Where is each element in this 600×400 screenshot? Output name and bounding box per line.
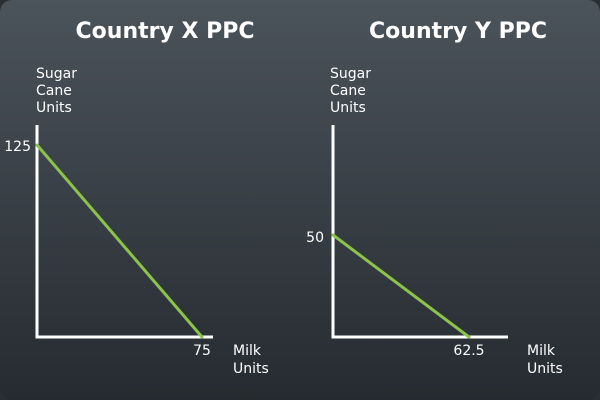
chart-panel-country-x: Country X PPC Sugar Cane Units Milk Unit… [4,19,269,377]
y-axis-label-line-2: Cane [330,83,366,99]
y-axis-label-line-3: Units [330,100,366,116]
y-tick-label: 50 [306,230,324,246]
axes [331,125,508,339]
y-tick-label: 125 [4,139,31,155]
ppc-line [331,233,471,339]
chart-title: Country Y PPC [369,19,547,44]
x-tick-label: 75 [193,343,211,359]
x-axis-label-line-2: Units [527,361,563,377]
y-axis-label-line-1: Sugar [36,66,77,82]
chart-title: Country X PPC [76,19,255,44]
y-axis-label-line-1: Sugar [330,66,371,82]
ppc-line [35,143,204,339]
axes [35,125,213,339]
x-axis-label-line-1: Milk [233,343,262,359]
y-axis-label-line-3: Units [36,100,72,116]
chart-panel-country-y: Country Y PPC Sugar Cane Units Milk Unit… [306,19,563,377]
x-axis-label-line-2: Units [233,361,269,377]
y-axis-label-line-2: Cane [36,83,72,99]
x-axis-label-line-1: Milk [527,343,556,359]
x-tick-label: 62.5 [453,343,484,359]
